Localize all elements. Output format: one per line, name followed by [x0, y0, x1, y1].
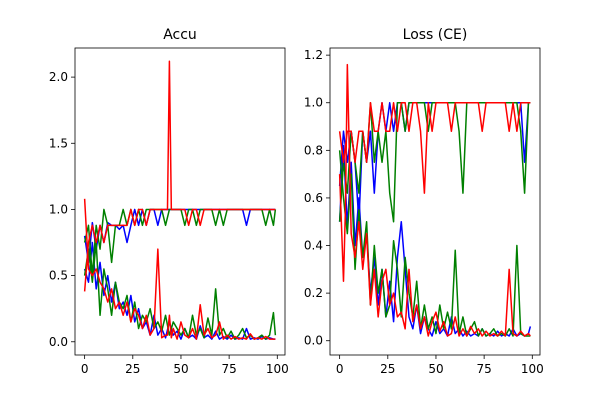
- accuracy-y-tick-label: 1.5: [49, 136, 68, 150]
- accuracy-green-line-1: [83, 241, 277, 340]
- loss-x-tick-label: 0: [336, 362, 344, 376]
- accuracy-x-tick-label: 50: [173, 362, 188, 376]
- loss-green-line-1: [338, 150, 531, 337]
- loss-x-tick-label: 50: [428, 362, 443, 376]
- loss-chart-title: Loss (CE): [403, 27, 468, 43]
- accuracy-x-tick-label: 100: [266, 362, 289, 376]
- loss-y-tick-label: 1.0: [304, 96, 323, 110]
- loss-x-tick-label: 75: [476, 362, 491, 376]
- loss-y-tick-label: 0.6: [304, 191, 323, 205]
- loss-red-line-1: [338, 63, 531, 337]
- loss-y-tick-label: 0.0: [304, 334, 323, 348]
- accuracy-x-tick-label: 75: [221, 362, 236, 376]
- loss-series-layer: [338, 63, 532, 337]
- accuracy-axes-frame: [74, 47, 286, 356]
- loss-ticks-layer: 0 25 50 75 100 0.0 0.2 0.4 0.6 0.8 1.0 1.2: [304, 48, 544, 376]
- accuracy-chart: Accu 0 25 50 75 100 0.0 0.5 1.0 1.5 2.0: [49, 27, 289, 376]
- loss-axes-frame: [329, 47, 541, 356]
- loss-y-tick-label: 0.4: [304, 239, 323, 253]
- accuracy-y-tick-label: 0.5: [49, 269, 68, 283]
- loss-x-tick-label: 25: [380, 362, 395, 376]
- loss-y-tick-label: 0.8: [304, 143, 323, 157]
- loss-red-line-2: [338, 101, 531, 194]
- accuracy-x-tick-label: 0: [81, 362, 89, 376]
- accuracy-y-tick-label: 1.0: [49, 202, 68, 216]
- accuracy-x-tick-label: 25: [125, 362, 140, 376]
- loss-y-tick-label: 1.2: [304, 48, 323, 62]
- accuracy-y-tick-label: 0.0: [49, 335, 68, 349]
- accuracy-ticks-layer: 0 25 50 75 100 0.0 0.5 1.0 1.5 2.0: [49, 70, 289, 376]
- accuracy-red-line-2: [83, 60, 276, 292]
- accuracy-y-tick-label: 2.0: [49, 70, 68, 84]
- accuracy-series-layer: [83, 60, 277, 340]
- accuracy-red-line-1: [83, 198, 276, 340]
- loss-y-tick-label: 0.2: [304, 286, 323, 300]
- loss-x-tick-label: 100: [521, 362, 544, 376]
- accuracy-chart-title: Accu: [163, 27, 197, 43]
- loss-chart: Loss (CE) 0 25 50 75 100 0.0 0.2 0.4 0.6 0.8 1.0 1.…: [304, 27, 544, 376]
